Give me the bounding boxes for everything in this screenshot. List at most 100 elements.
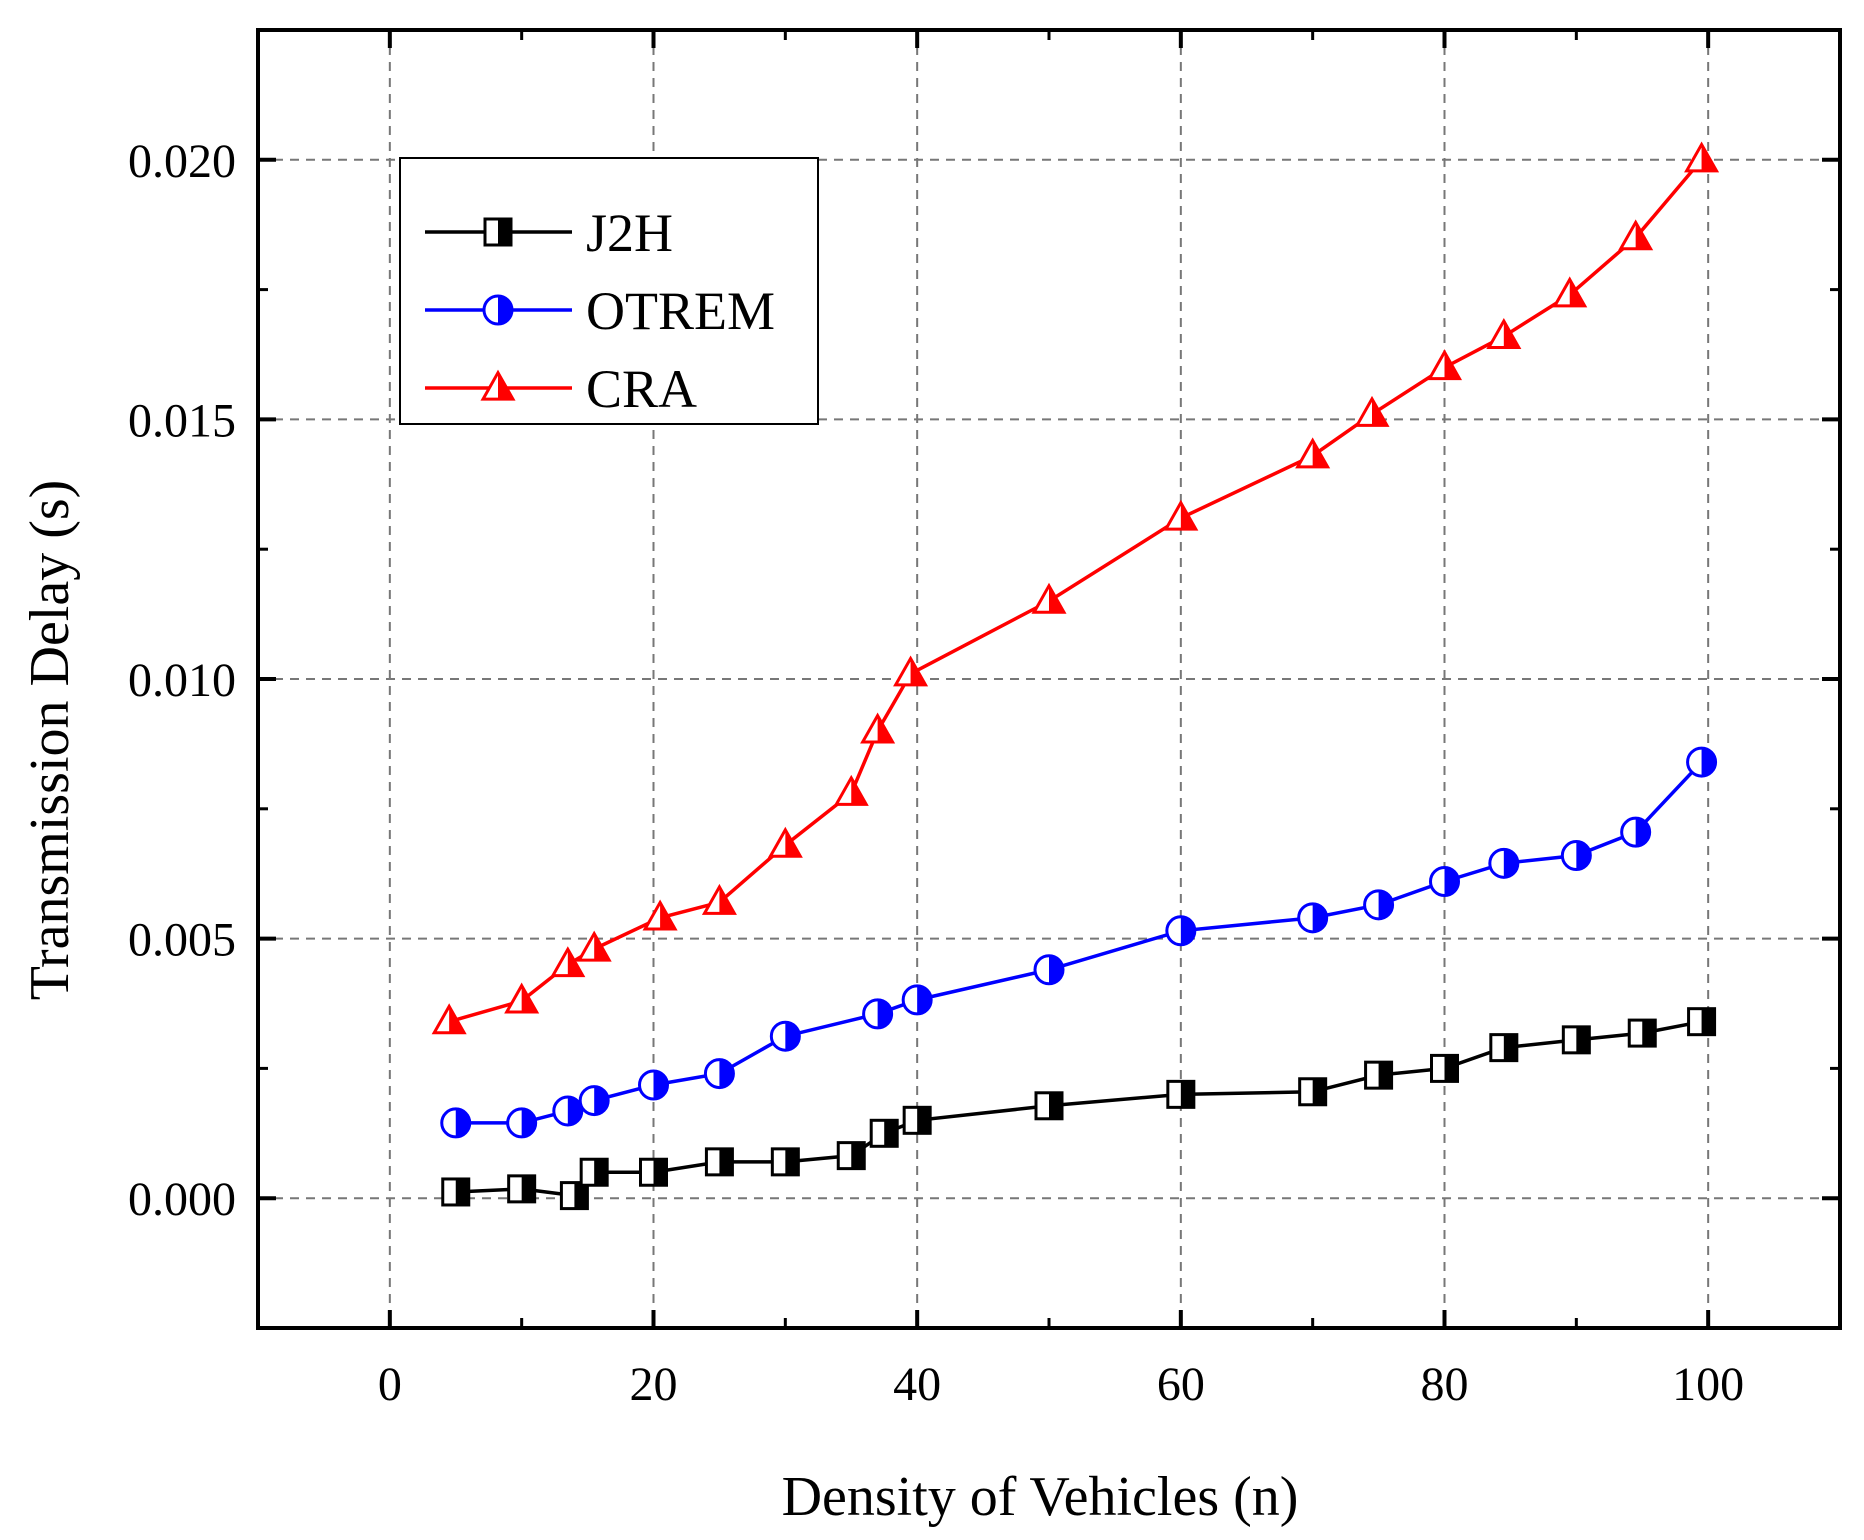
marker-fill xyxy=(1180,1081,1194,1108)
marker-fill xyxy=(1503,321,1519,348)
marker-fill xyxy=(1576,1026,1590,1053)
data-point-j2h xyxy=(869,1118,899,1148)
marker-fill xyxy=(1049,1092,1062,1119)
data-point-otrem xyxy=(552,1095,584,1127)
data-point-j2h xyxy=(559,1181,589,1211)
data-point-otrem xyxy=(862,998,894,1030)
x-tick-label: 40 xyxy=(893,1358,941,1411)
x-tick-label: 80 xyxy=(1421,1358,1469,1411)
marker-fill xyxy=(1180,502,1196,530)
marker-fill xyxy=(1180,916,1195,945)
marker-fill xyxy=(1569,279,1585,306)
x-tick-label: 0 xyxy=(378,1358,402,1411)
data-point-j2h xyxy=(1687,1007,1717,1037)
marker-fill xyxy=(1701,748,1716,777)
legend-item-cra: CRA xyxy=(425,359,697,419)
data-point-j2h xyxy=(1430,1053,1459,1083)
marker-fill xyxy=(1444,1055,1458,1082)
marker-fill xyxy=(1312,440,1328,467)
marker-fill xyxy=(1444,867,1459,896)
data-point-cra xyxy=(1618,219,1654,251)
marker-fill xyxy=(1503,849,1518,878)
data-point-cra xyxy=(833,774,869,806)
marker-fill xyxy=(785,829,801,857)
data-point-otrem xyxy=(1033,954,1065,986)
data-point-otrem xyxy=(1165,915,1197,947)
marker-fill xyxy=(1312,1078,1326,1105)
marker-fill xyxy=(1635,222,1651,249)
marker-fill xyxy=(884,1120,898,1147)
marker-fill xyxy=(449,1006,465,1033)
data-point-cra xyxy=(642,899,678,931)
marker-fill xyxy=(917,1107,931,1134)
marker-fill xyxy=(1635,818,1650,847)
series-j2h xyxy=(441,1007,1717,1211)
legend-label-otrem: OTREM xyxy=(586,281,775,341)
data-point-j2h xyxy=(1489,1033,1519,1063)
legend-marker-otrem xyxy=(482,294,514,326)
data-point-j2h xyxy=(1364,1060,1394,1090)
data-point-cra xyxy=(1163,499,1199,531)
x-axis-title: Density of Vehicles (n) xyxy=(782,1466,1299,1528)
tick-labels: 0 20 40 60 80 100 0.000 0.005 0.010 0.015 0.020 xyxy=(128,135,1744,1411)
data-point-otrem xyxy=(1429,865,1460,897)
marker-fill xyxy=(719,886,735,914)
x-tick-label: 100 xyxy=(1672,1358,1744,1411)
marker-fill xyxy=(785,1022,800,1051)
data-point-otrem xyxy=(1686,746,1718,778)
marker-fill xyxy=(660,902,676,929)
marker-fill xyxy=(1049,955,1063,984)
marker-fill xyxy=(498,219,511,245)
marker-fill xyxy=(594,933,610,961)
legend-marker-j2h xyxy=(483,217,513,247)
data-point-j2h xyxy=(1561,1025,1591,1055)
marker-fill xyxy=(1701,144,1717,171)
data-point-j2h xyxy=(1627,1018,1657,1048)
marker-fill xyxy=(917,985,932,1014)
legend-item-otrem: OTREM xyxy=(425,281,775,341)
series-cra xyxy=(431,141,1720,1035)
data-point-j2h xyxy=(579,1157,609,1187)
marker-fill xyxy=(910,658,926,685)
marker-fill xyxy=(567,949,583,976)
marker-fill xyxy=(455,1108,470,1137)
data-point-cra xyxy=(576,930,612,962)
series-line-otrem xyxy=(455,760,1703,1125)
data-point-cra xyxy=(860,712,896,744)
grid xyxy=(258,30,1840,1328)
data-point-cra xyxy=(431,1003,467,1035)
data-point-cra xyxy=(1354,395,1390,427)
y-tick-label: 0.010 xyxy=(128,654,236,707)
data-point-cra xyxy=(1486,317,1522,349)
marker-fill xyxy=(1378,1062,1392,1089)
data-point-otrem xyxy=(1488,847,1520,879)
marker-fill xyxy=(851,1142,865,1169)
y-tick-label: 0.000 xyxy=(128,1173,236,1226)
data-point-j2h xyxy=(770,1147,800,1177)
marker-fill xyxy=(521,985,537,1013)
data-point-otrem xyxy=(1363,889,1395,921)
x-tick-label: 20 xyxy=(630,1358,678,1411)
data-point-j2h xyxy=(1034,1091,1064,1121)
marker-fill xyxy=(785,1148,799,1175)
marker-fill xyxy=(1503,1034,1517,1061)
data-point-cra xyxy=(1426,349,1463,381)
data-point-j2h xyxy=(507,1174,537,1204)
data-point-j2h xyxy=(1298,1077,1328,1107)
marker-fill xyxy=(574,1182,588,1209)
marker-fill xyxy=(877,715,893,743)
y-tick-label: 0.005 xyxy=(128,914,236,967)
data-point-otrem xyxy=(440,1107,472,1139)
x-tick-label: 60 xyxy=(1157,1358,1205,1411)
y-tick-label: 0.020 xyxy=(128,135,236,188)
data-point-j2h xyxy=(836,1141,866,1171)
data-point-otrem xyxy=(703,1058,735,1090)
legend-label-cra: CRA xyxy=(586,359,697,419)
marker-fill xyxy=(1444,352,1460,379)
marker-fill xyxy=(851,777,867,805)
y-tick-label: 0.015 xyxy=(128,394,236,447)
data-point-otrem xyxy=(1560,840,1592,872)
series-layer xyxy=(431,141,1720,1211)
